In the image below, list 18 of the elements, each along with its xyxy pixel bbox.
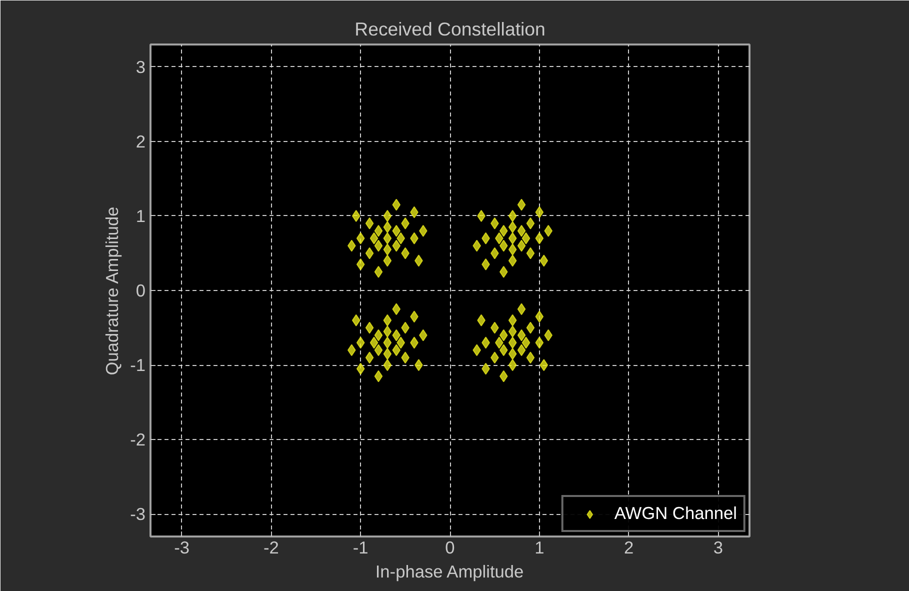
y-tick-label: 1	[136, 206, 146, 226]
x-tick-label: 2	[624, 538, 634, 558]
x-tick-label: 3	[713, 538, 724, 558]
y-tick-label: -3	[130, 504, 146, 524]
x-tick-label: -1	[352, 538, 368, 558]
chart-title: Received Constellation	[354, 18, 546, 40]
y-tick-label: 3	[136, 56, 146, 77]
y-tick-label: 0	[136, 280, 146, 300]
x-tick-label: -3	[174, 538, 190, 558]
y-axis-title: Quadrature Amplitude	[102, 206, 122, 376]
x-tick-label: 1	[534, 538, 544, 558]
x-tick-label: 0	[445, 538, 455, 558]
y-tick-label: -2	[130, 430, 146, 450]
y-tick-label: 2	[136, 131, 146, 152]
legend-label: AWGN Channel	[614, 503, 737, 524]
x-axis-title: In-phase Amplitude	[375, 562, 524, 582]
x-tick-label: -2	[263, 538, 279, 558]
y-tick-label: -1	[130, 355, 146, 376]
